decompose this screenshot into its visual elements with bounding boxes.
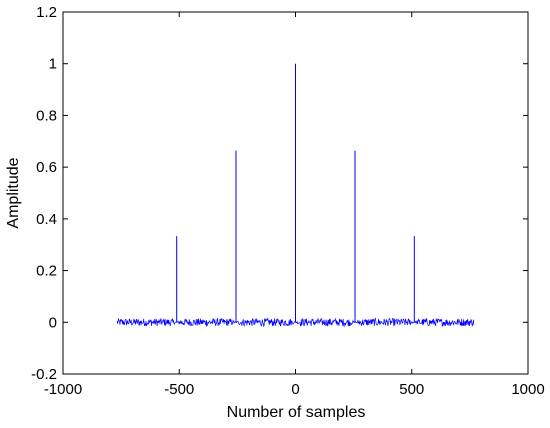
y-tick-label: 0.2 — [36, 263, 57, 280]
y-axis-title: Amplitude — [5, 157, 22, 228]
series-layer — [116, 63, 475, 328]
x-tick-label: 1000 — [511, 381, 544, 398]
y-tick-label: 0.8 — [36, 107, 57, 124]
y-tick-label: 1.2 — [36, 4, 57, 21]
x-tick-label: -500 — [164, 381, 194, 398]
y-tick-label: 0 — [49, 314, 57, 331]
y-tick-label: 0.4 — [36, 211, 57, 228]
y-tick-label: 1 — [49, 56, 57, 73]
y-tick-label: -0.2 — [31, 366, 57, 383]
x-tick-label: 0 — [291, 381, 299, 398]
x-tick-label: -1000 — [44, 381, 82, 398]
y-axis-ticks: -0.2 0 0.2 0.4 0.6 0.8 1 1.2 — [31, 4, 528, 383]
y-tick-label: 0.6 — [36, 159, 57, 176]
x-axis-title: Number of samples — [227, 404, 366, 421]
x-axis-ticks: -1000 -500 0 500 1000 — [44, 12, 545, 398]
x-tick-label: 500 — [399, 381, 424, 398]
